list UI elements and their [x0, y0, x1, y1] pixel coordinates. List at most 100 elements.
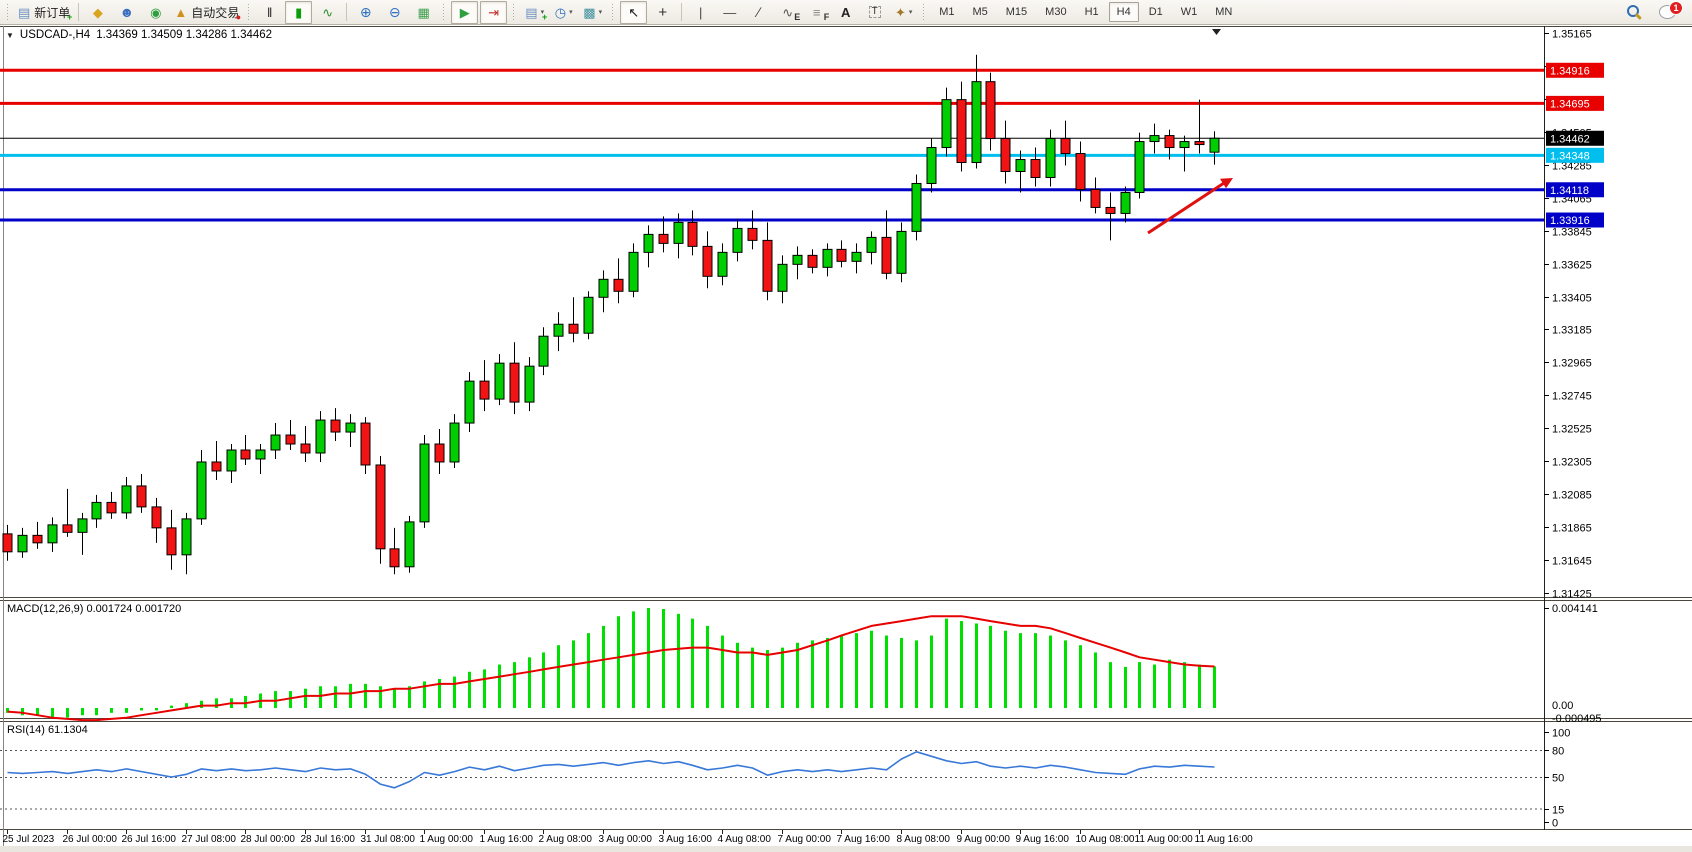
- crosshair-icon: +: [658, 3, 668, 21]
- svg-text:1.33916: 1.33916: [1550, 215, 1590, 227]
- templates-button[interactable]: ▩ ▾: [579, 1, 606, 24]
- zoom-in-icon: ⊕: [359, 4, 372, 20]
- timeframe-d1[interactable]: D1: [1148, 6, 1163, 18]
- svg-text:1.35165: 1.35165: [1552, 29, 1592, 41]
- chart-shift-marker[interactable]: [1212, 29, 1221, 35]
- crosshair-button[interactable]: +: [649, 1, 676, 24]
- horizontal-lines[interactable]: [0, 68, 1544, 222]
- timeframe-m5[interactable]: M5: [972, 6, 988, 18]
- dropdown-caret-icon: ▾: [569, 9, 573, 16]
- svg-text:3 Aug 00:00: 3 Aug 00:00: [599, 834, 653, 845]
- zoom-out-button[interactable]: ⊖: [381, 1, 408, 24]
- timeframe-m30[interactable]: M30: [1045, 6, 1067, 18]
- horizontal-line-icon: —: [723, 4, 737, 20]
- text-button[interactable]: A: [832, 1, 859, 24]
- equidistant-channel-button[interactable]: ∿ E: [774, 1, 801, 24]
- fibonacci-button[interactable]: ≡ F: [803, 1, 830, 24]
- svg-text:1.31645: 1.31645: [1552, 556, 1592, 568]
- metaeditor-icon: ◆: [92, 4, 103, 20]
- svg-text:28 Jul 00:00: 28 Jul 00:00: [241, 834, 296, 845]
- svg-text:26 Jul 16:00: 26 Jul 16:00: [122, 834, 177, 845]
- new-chart-overlay-icon: +: [541, 11, 548, 22]
- dropdown-caret-icon: ▾: [598, 9, 603, 16]
- text-label-icon: T: [868, 6, 881, 18]
- autotrading-overlay-icon: ●: [235, 11, 242, 22]
- toolbar-grip: [922, 3, 927, 21]
- autotrading-button[interactable]: ▲ ● 自动交易: [171, 1, 242, 24]
- timeframe-w1[interactable]: W1: [1180, 6, 1198, 18]
- chart-line-button[interactable]: ∿: [314, 1, 341, 24]
- svg-text:50: 50: [1552, 773, 1564, 785]
- toolbar-left: ▤ + 新订单 ◆ ☻ ◉ ▲ ● 自动交易 ‖ ▮ ∿ ⊕ ⊖ ▦ ▶ ⇥ ▤ + ▾ ◷ ▾ ▩ ▾ ↖ + | — ∕ ∿ E ≡ F A T…: [2, 0, 930, 24]
- chart-bars-icon: ‖: [267, 4, 273, 20]
- cursor-button[interactable]: ↖: [620, 0, 648, 24]
- svg-text:7 Aug 00:00: 7 Aug 00:00: [778, 834, 832, 845]
- new-chart-button[interactable]: ▤ + ▾: [521, 1, 548, 24]
- timeframe-m15[interactable]: M15: [1005, 6, 1028, 18]
- community-button[interactable]: ☻: [113, 1, 140, 24]
- tile-windows-button[interactable]: ▦: [410, 1, 437, 24]
- svg-text:9 Aug 16:00: 9 Aug 16:00: [1016, 834, 1070, 845]
- svg-text:1.33625: 1.33625: [1552, 260, 1592, 272]
- symbol-collapse-caret[interactable]: ▼: [6, 30, 14, 40]
- search-button[interactable]: [1620, 1, 1647, 24]
- trend-arrow-annotation[interactable]: [1147, 178, 1233, 235]
- chart-bars-button[interactable]: ‖: [256, 1, 283, 24]
- chart-shift-button[interactable]: ⇥: [480, 0, 508, 24]
- timeframe-m1[interactable]: M1: [939, 6, 955, 18]
- svg-text:27 Jul 08:00: 27 Jul 08:00: [182, 834, 237, 845]
- svg-text:1.34348: 1.34348: [1550, 150, 1590, 162]
- chart-candles-button[interactable]: ▮: [285, 0, 313, 24]
- new-order-icon: ▤: [18, 4, 31, 20]
- chart-period-button[interactable]: ◷ ▾: [550, 1, 577, 24]
- timeframe-toolbar: M1 M5 M15 M30 H1 H4 D1 W1 MN: [930, 2, 1241, 22]
- autotrading-label: 自动交易: [191, 5, 240, 20]
- notifications-button[interactable]: 1: [1654, 0, 1683, 24]
- vertical-line-button[interactable]: |: [687, 1, 714, 24]
- dropdown-caret-icon: ▾: [540, 9, 545, 16]
- trend-line-button[interactable]: ∕: [745, 1, 772, 24]
- svg-text:4 Aug 08:00: 4 Aug 08:00: [718, 834, 772, 845]
- equidistant-channel-icon: ∿: [782, 4, 794, 20]
- toolbar-separator: [681, 3, 683, 21]
- svg-text:1.32305: 1.32305: [1552, 457, 1592, 469]
- macd-signal-line: [7, 615, 1215, 722]
- horizontal-line-button[interactable]: —: [716, 1, 743, 24]
- auto-scroll-button[interactable]: ▶: [451, 0, 479, 24]
- svg-text:15: 15: [1552, 805, 1564, 817]
- svg-text:1.34285: 1.34285: [1552, 161, 1592, 173]
- toolbar-grip: [611, 3, 616, 21]
- templates-icon: ▩: [583, 4, 596, 20]
- arrows-shapes-button[interactable]: ✦ ▾: [890, 1, 917, 24]
- zoom-in-button[interactable]: ⊕: [352, 1, 379, 24]
- svg-text:0.004141: 0.004141: [1552, 603, 1598, 615]
- svg-text:26 Jul 00:00: 26 Jul 00:00: [63, 834, 118, 845]
- pane-borders: [0, 26, 1692, 846]
- arrows-shapes-icon: ✦: [894, 4, 906, 20]
- rsi-label: RSI(14) 61.1304: [7, 724, 88, 736]
- svg-text:3 Aug 16:00: 3 Aug 16:00: [659, 834, 713, 845]
- new-order-button[interactable]: ▤ + 新订单: [15, 1, 73, 24]
- text-label-button[interactable]: T: [861, 1, 888, 24]
- date-axis[interactable]: 25 Jul 2023 26 Jul 00:00 26 Jul 16:00 27 Ju…: [3, 830, 1254, 845]
- svg-text:25 Jul 2023: 25 Jul 2023: [3, 834, 55, 845]
- timeframe-mn[interactable]: MN: [1215, 6, 1233, 18]
- new-chart-icon: ▤: [525, 4, 538, 20]
- toolbar-grip: [442, 3, 447, 21]
- svg-text:1.34916: 1.34916: [1550, 65, 1590, 77]
- svg-text:1.32745: 1.32745: [1552, 391, 1592, 403]
- timeframe-h4[interactable]: H4: [1108, 2, 1139, 22]
- new-order-overlay-icon: +: [67, 11, 73, 22]
- cursor-icon: ↖: [628, 4, 640, 20]
- chart-line-icon: ∿: [322, 4, 334, 20]
- toolbar-grip: [6, 3, 10, 21]
- signals-button[interactable]: ◉: [142, 1, 169, 24]
- vertical-line-icon: |: [699, 4, 703, 20]
- chart-candles-icon: ▮: [295, 4, 303, 20]
- timeframe-h1[interactable]: H1: [1084, 6, 1099, 18]
- svg-text:1.31865: 1.31865: [1552, 523, 1592, 535]
- svg-text:80: 80: [1552, 746, 1564, 758]
- chart-title: ▼ USDCAD-,H4 1.34369 1.34509 1.34286 1.3…: [6, 29, 272, 41]
- metaeditor-button[interactable]: ◆: [84, 1, 111, 24]
